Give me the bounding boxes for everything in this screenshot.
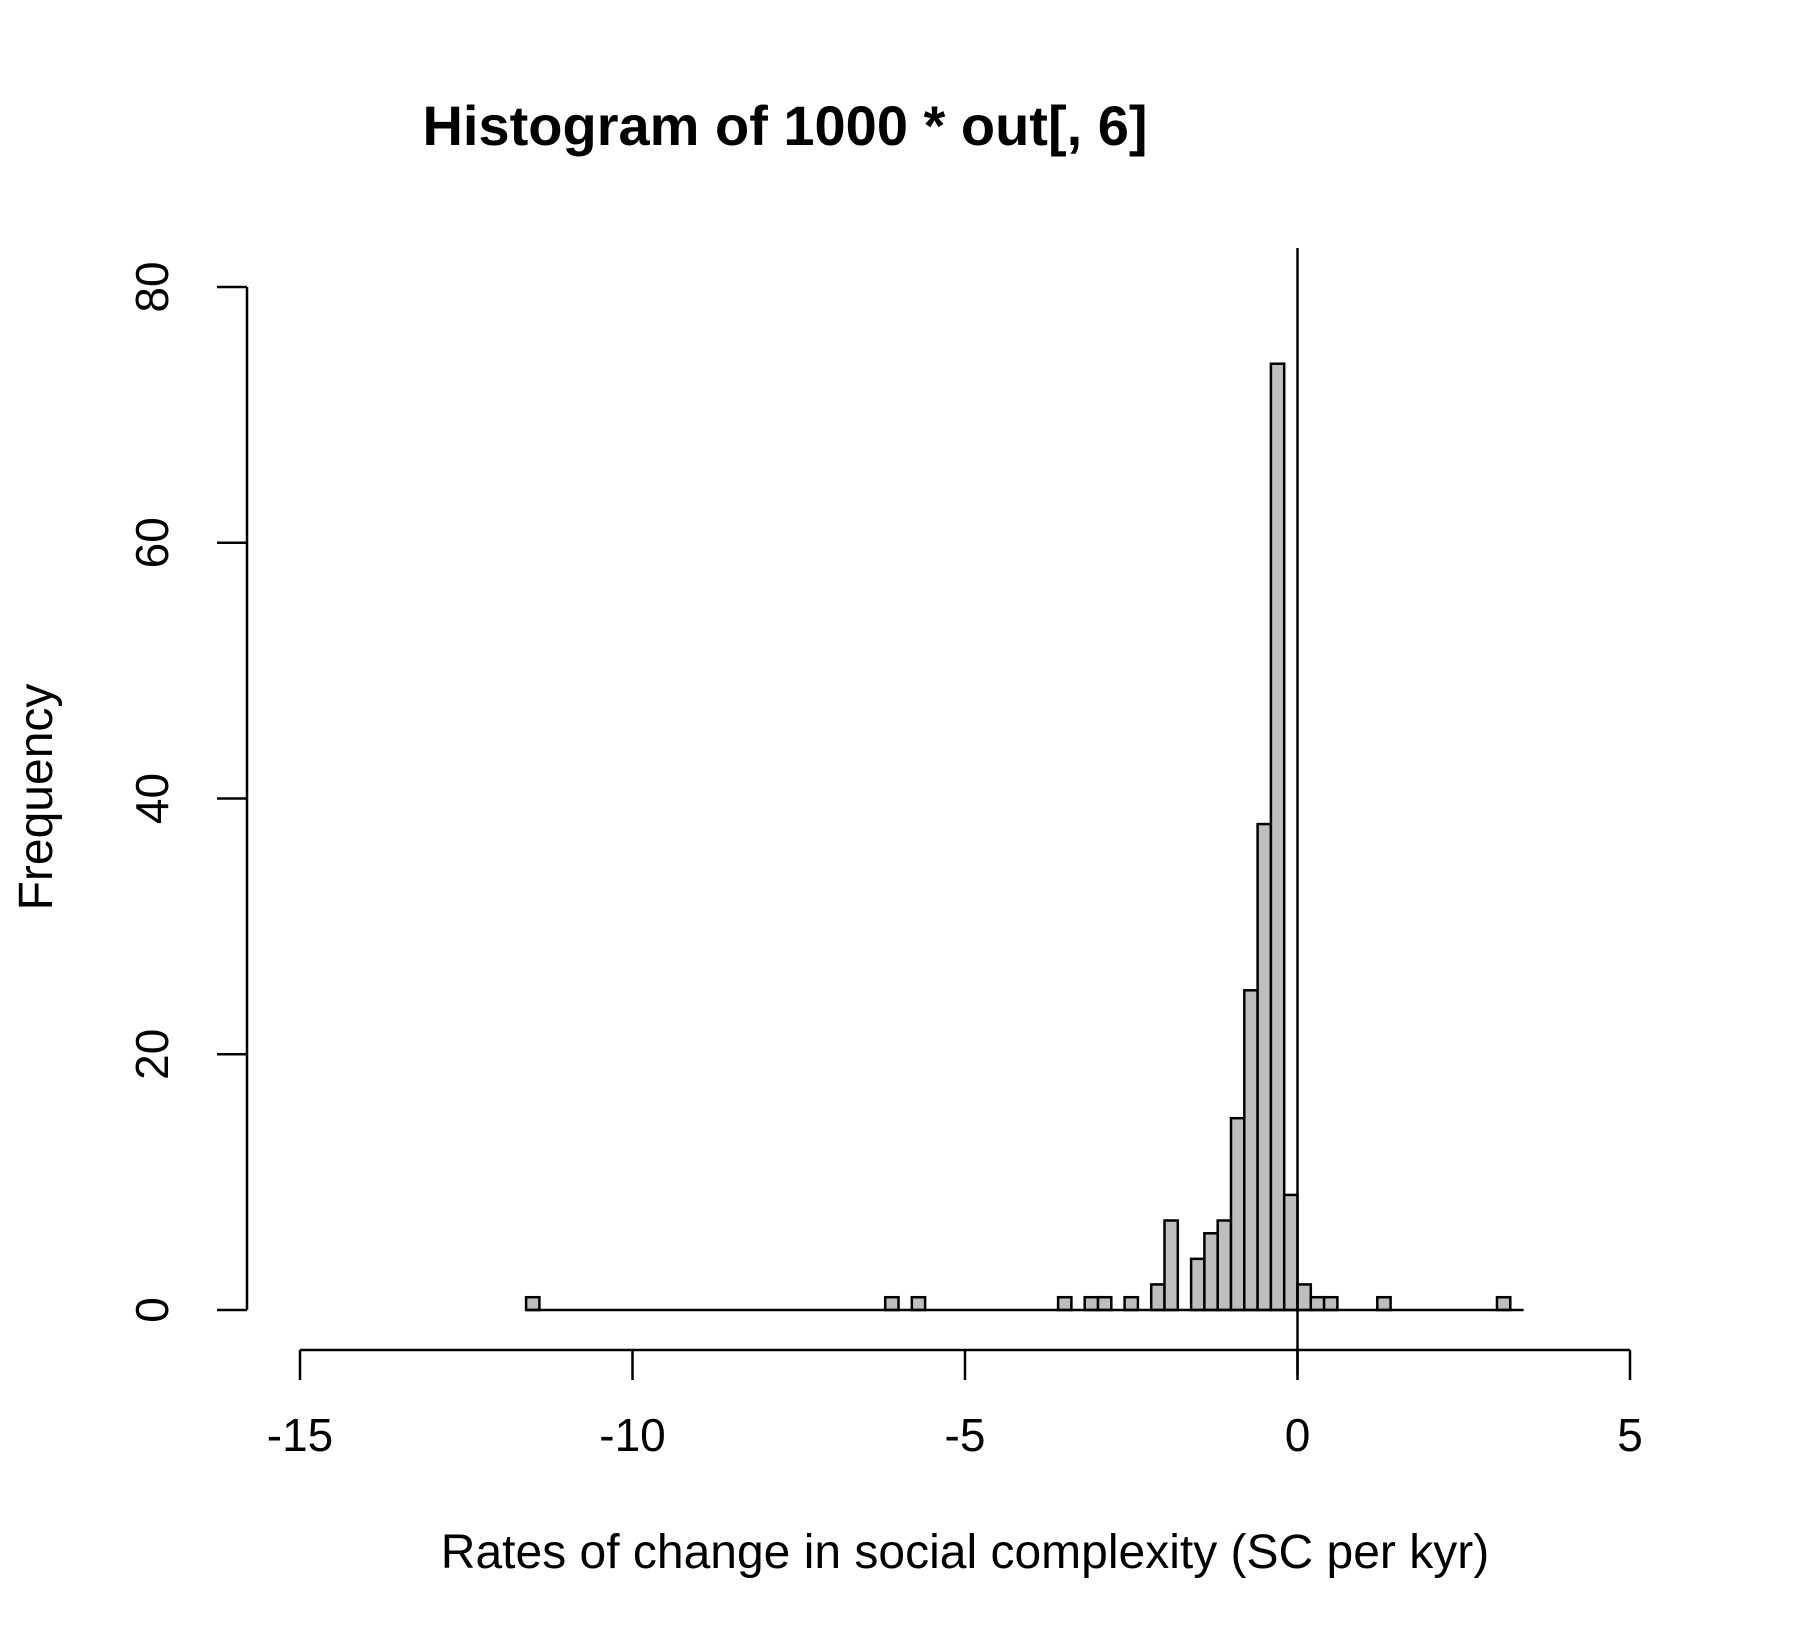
histogram-bar bbox=[1296, 1283, 1313, 1312]
y-tick-label: 0 bbox=[126, 1297, 178, 1323]
x-tick-label: -15 bbox=[267, 1409, 333, 1461]
histogram-bar bbox=[1256, 822, 1273, 1312]
histogram-bar bbox=[1149, 1283, 1166, 1312]
histogram-bar bbox=[1243, 989, 1259, 1312]
y-tick-label: 60 bbox=[126, 517, 178, 568]
histogram-bar bbox=[524, 1295, 541, 1312]
y-tick-label: 40 bbox=[126, 773, 178, 824]
x-tick-label: -5 bbox=[945, 1409, 986, 1461]
histogram-bar bbox=[1282, 1193, 1299, 1312]
x-tick-label: -10 bbox=[599, 1409, 665, 1461]
histogram-bar bbox=[1083, 1295, 1100, 1312]
histogram-bar bbox=[1229, 1116, 1246, 1312]
histogram-bar bbox=[883, 1295, 900, 1312]
y-tick-label: 20 bbox=[126, 1029, 178, 1080]
histogram-bar bbox=[1376, 1295, 1392, 1312]
histogram-bar bbox=[1123, 1295, 1140, 1312]
histogram-bar bbox=[1322, 1295, 1339, 1312]
histogram-bar bbox=[1216, 1219, 1233, 1312]
y-axis: 0 20 40 60 80 bbox=[126, 261, 249, 1323]
histogram-bar bbox=[1096, 1295, 1113, 1312]
bars-layer bbox=[524, 362, 1512, 1312]
histogram-bar bbox=[1163, 1219, 1180, 1312]
chart-title: Histogram of 1000 * out[, 6] bbox=[422, 94, 1147, 157]
histogram-bar bbox=[1495, 1295, 1512, 1312]
y-axis-label: Frequency bbox=[10, 684, 63, 911]
y-tick-label: 80 bbox=[126, 261, 178, 312]
x-axis: -15 -10 -5 0 5 bbox=[267, 1348, 1643, 1461]
histogram-bar bbox=[1189, 1257, 1206, 1312]
histogram-bar bbox=[1269, 362, 1286, 1312]
x-axis-label: Rates of change in social complexity (SC… bbox=[441, 1526, 1489, 1579]
histogram-bar bbox=[1203, 1232, 1219, 1312]
histogram-bar bbox=[910, 1295, 927, 1312]
histogram-bar bbox=[1056, 1295, 1073, 1312]
histogram-bar bbox=[1309, 1295, 1326, 1312]
x-tick-label: 5 bbox=[1617, 1409, 1643, 1461]
x-tick-label: 0 bbox=[1285, 1409, 1311, 1461]
